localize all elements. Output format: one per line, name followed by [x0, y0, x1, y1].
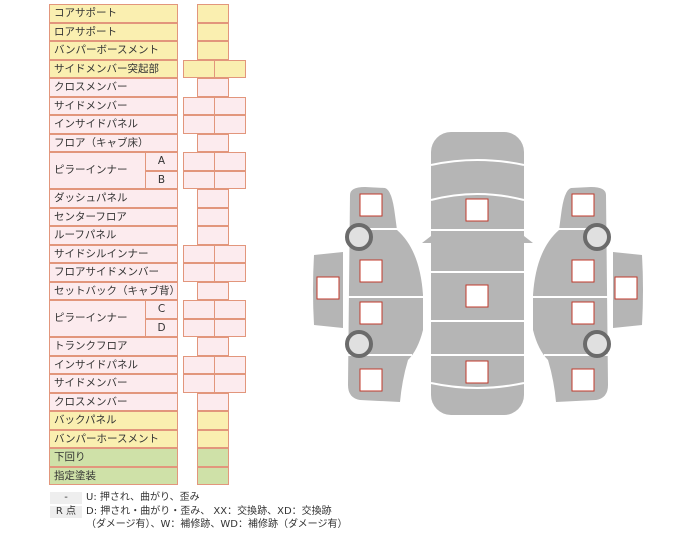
- legend-row: R 点 D: 押され・曲がり・歪み、 XX：交換跡、XD：交換跡: [50, 506, 332, 518]
- damage-marker[interactable]: [316, 276, 340, 300]
- part-label: トランクフロア: [49, 337, 178, 356]
- check-cell[interactable]: [214, 374, 246, 393]
- part-label: フロアサイドメンバー: [49, 263, 178, 282]
- wheel-icon: [583, 223, 611, 251]
- check-cell[interactable]: [214, 152, 246, 171]
- check-cell[interactable]: [197, 429, 229, 448]
- damage-marker[interactable]: [359, 193, 383, 217]
- damage-marker[interactable]: [465, 198, 489, 222]
- check-cell[interactable]: [197, 189, 229, 208]
- legend-text: U: 押され、曲がり、歪み: [86, 492, 200, 503]
- check-cell[interactable]: [197, 466, 229, 485]
- check-cell[interactable]: [197, 133, 229, 152]
- wheel-icon: [345, 330, 373, 358]
- check-cell[interactable]: [197, 78, 229, 97]
- part-label: バンパーボースメント: [49, 41, 178, 60]
- part-label: フロア（キャブ床）: [49, 133, 178, 152]
- part-label: クロスメンバー: [49, 392, 178, 411]
- part-label: サイドシルインナー: [49, 244, 178, 263]
- check-cell[interactable]: [197, 226, 229, 245]
- part-label: サイドメンバー: [49, 374, 178, 393]
- part-label: インサイドパネル: [49, 355, 178, 374]
- check-cell[interactable]: [197, 392, 229, 411]
- check-cell[interactable]: [214, 244, 246, 263]
- damage-marker[interactable]: [359, 368, 383, 392]
- damage-marker[interactable]: [571, 193, 595, 217]
- legend-row: （ダメージ有）、W：補修跡、WD：補修跡（ダメージ有）: [86, 519, 347, 531]
- damage-marker[interactable]: [465, 284, 489, 308]
- part-label: センターフロア: [49, 207, 178, 226]
- damage-marker[interactable]: [571, 259, 595, 283]
- legend-text: （ダメージ有）、W：補修跡、WD：補修跡（ダメージ有）: [86, 519, 348, 530]
- check-cell[interactable]: [197, 448, 229, 467]
- damage-marker[interactable]: [359, 301, 383, 325]
- wheel-icon: [345, 223, 373, 251]
- check-cell[interactable]: [197, 337, 229, 356]
- check-cell[interactable]: [197, 22, 229, 41]
- car-top-view: [431, 132, 524, 415]
- check-cell[interactable]: [197, 41, 229, 60]
- part-label: クロスメンバー: [49, 78, 178, 97]
- damage-marker[interactable]: [571, 368, 595, 392]
- damage-marker[interactable]: [614, 276, 638, 300]
- check-cell[interactable]: [214, 318, 246, 337]
- part-label: バックパネル: [49, 411, 178, 430]
- car-right-side: [533, 187, 608, 402]
- part-label: 指定塗装: [49, 466, 178, 485]
- car-left-side: [348, 187, 423, 402]
- part-label: セットバック（キャブ背）: [49, 281, 178, 300]
- part-label: ダッシュパネル: [49, 189, 178, 208]
- damage-marker[interactable]: [571, 301, 595, 325]
- part-label: サイドメンバー突起部: [49, 59, 178, 78]
- wheel-icon: [583, 330, 611, 358]
- part-label: ロアサポート: [49, 22, 178, 41]
- check-cell[interactable]: [214, 96, 246, 115]
- part-label: ピラーインナー: [49, 152, 146, 189]
- part-label: サイドメンバー: [49, 96, 178, 115]
- check-cell[interactable]: [197, 281, 229, 300]
- part-label: ピラーインナー: [49, 300, 146, 337]
- part-label: コアサポート: [49, 4, 178, 23]
- part-sublabel: B: [145, 170, 178, 189]
- damage-marker[interactable]: [359, 259, 383, 283]
- check-cell[interactable]: [214, 170, 246, 189]
- legend-text: D: 押され・曲がり・歪み、 XX：交換跡、XD：交換跡: [86, 506, 332, 517]
- check-cell[interactable]: [214, 59, 246, 78]
- legend-row: - U: 押され、曲がり、歪み: [50, 492, 200, 504]
- check-cell[interactable]: [197, 207, 229, 226]
- check-cell[interactable]: [197, 4, 229, 23]
- check-cell[interactable]: [214, 355, 246, 374]
- check-cell[interactable]: [214, 115, 246, 134]
- part-label: 下回り: [49, 448, 178, 467]
- part-label: ルーフパネル: [49, 226, 178, 245]
- check-cell[interactable]: [197, 411, 229, 430]
- legend-key: R 点: [50, 506, 82, 518]
- check-cell[interactable]: [214, 263, 246, 282]
- legend-key: -: [50, 492, 82, 504]
- damage-marker[interactable]: [465, 360, 489, 384]
- part-label: インサイドパネル: [49, 115, 178, 134]
- check-cell[interactable]: [214, 300, 246, 319]
- part-label: バンパーホースメント: [49, 429, 178, 448]
